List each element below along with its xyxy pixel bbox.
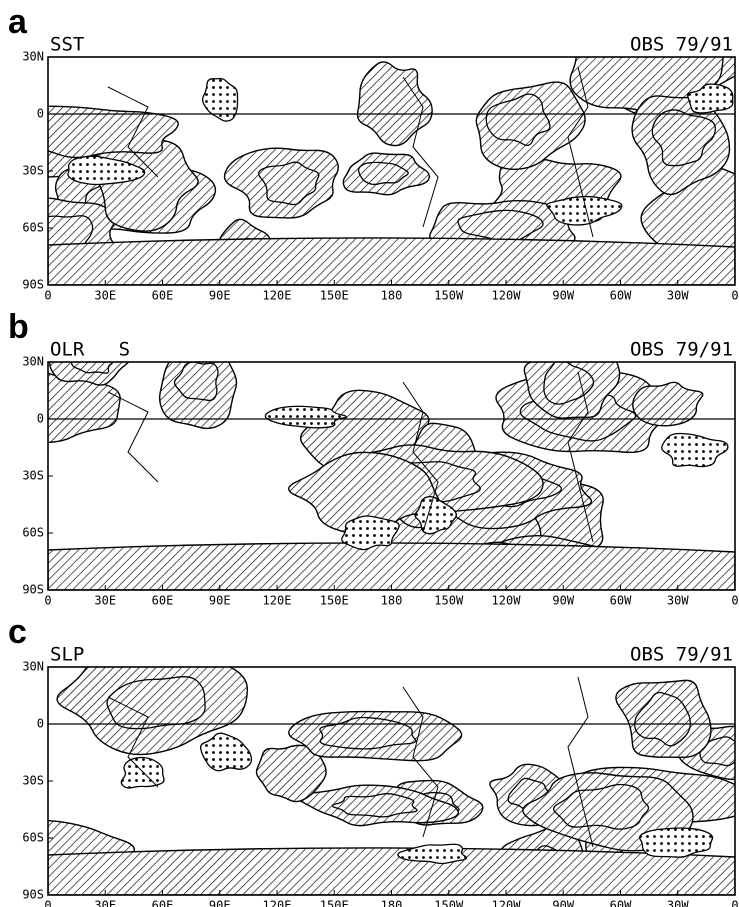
x-tick-label: 30E xyxy=(94,899,116,907)
x-tick-label: 0 xyxy=(44,594,51,608)
map-field xyxy=(0,651,739,907)
stippled-region xyxy=(342,516,399,550)
x-tick-label: 30W xyxy=(667,289,689,303)
y-tick-label: 90S xyxy=(22,583,44,597)
y-tick-label: 30S xyxy=(22,469,44,483)
x-tick-label: 0 xyxy=(731,594,738,608)
y-tick-label: 60S xyxy=(22,831,44,845)
x-tick-label: 120E xyxy=(263,899,292,907)
x-tick-label: 60E xyxy=(152,899,174,907)
y-tick-label: 60S xyxy=(22,221,44,235)
panel-letter: b xyxy=(8,308,29,346)
y-tick-label: 30N xyxy=(22,660,44,674)
x-tick-label: 0 xyxy=(731,899,738,907)
x-tick-label: 60E xyxy=(152,289,174,303)
x-tick-label: 180 xyxy=(381,289,403,303)
x-tick-label: 30W xyxy=(667,899,689,907)
y-tick-label: 30S xyxy=(22,774,44,788)
x-tick-label: 150W xyxy=(434,899,464,907)
x-tick-label: 120E xyxy=(263,594,292,608)
x-tick-label: 0 xyxy=(44,289,51,303)
x-tick-label: 0 xyxy=(44,899,51,907)
y-tick-label: 0 xyxy=(37,107,44,121)
x-tick-label: 60W xyxy=(610,594,632,608)
x-tick-label: 90E xyxy=(209,899,231,907)
x-tick-label: 120W xyxy=(492,594,522,608)
x-tick-label: 90E xyxy=(209,289,231,303)
hatched-region xyxy=(160,345,237,428)
x-tick-label: 60W xyxy=(610,289,632,303)
x-tick-label: 90W xyxy=(552,899,574,907)
x-tick-label: 90W xyxy=(552,594,574,608)
y-tick-label: 30N xyxy=(22,50,44,64)
y-tick-label: 30N xyxy=(22,355,44,369)
x-tick-label: 60W xyxy=(610,899,632,907)
panel-title: SST xyxy=(50,34,84,56)
y-tick-label: 90S xyxy=(22,278,44,292)
map-field xyxy=(0,14,739,293)
x-tick-label: 150W xyxy=(434,594,464,608)
x-tick-label: 30W xyxy=(667,594,689,608)
y-tick-label: 60S xyxy=(22,526,44,540)
panel-source: OBS 79/91 xyxy=(630,34,733,56)
x-tick-label: 30E xyxy=(94,289,116,303)
y-tick-label: 0 xyxy=(37,412,44,426)
x-tick-label: 150E xyxy=(320,594,349,608)
panel-source: OBS 79/91 xyxy=(630,644,733,666)
y-tick-label: 0 xyxy=(37,717,44,731)
x-tick-label: 30E xyxy=(94,594,116,608)
x-tick-label: 120W xyxy=(492,899,522,907)
x-tick-label: 120E xyxy=(263,289,292,303)
x-tick-label: 150W xyxy=(434,289,464,303)
x-tick-label: 180 xyxy=(381,594,403,608)
x-tick-label: 0 xyxy=(731,289,738,303)
stippled-region xyxy=(121,757,164,787)
x-tick-label: 60E xyxy=(152,594,174,608)
panel-title: SLP xyxy=(50,644,84,666)
figure: aSSTOBS 79/9130N030S60S90S030E60E90E120E… xyxy=(0,0,739,907)
panel-letter: a xyxy=(8,3,28,41)
x-tick-label: 120W xyxy=(492,289,522,303)
map-field xyxy=(0,339,735,606)
x-tick-label: 90W xyxy=(552,289,574,303)
hatched-band xyxy=(48,543,735,590)
hatched-band xyxy=(48,238,735,285)
panel-source: OBS 79/91 xyxy=(630,339,733,361)
x-tick-label: 90E xyxy=(209,594,231,608)
x-tick-label: 150E xyxy=(320,899,349,907)
y-tick-label: 30S xyxy=(22,164,44,178)
x-tick-label: 180 xyxy=(381,899,403,907)
y-tick-label: 90S xyxy=(22,888,44,902)
panel-letter: c xyxy=(8,613,27,651)
hatched-band xyxy=(48,848,735,895)
x-tick-label: 150E xyxy=(320,289,349,303)
panel-title: OLR S xyxy=(50,339,130,361)
panel: aSSTOBS 79/9130N030S60S90S030E60E90E120E… xyxy=(0,3,739,303)
